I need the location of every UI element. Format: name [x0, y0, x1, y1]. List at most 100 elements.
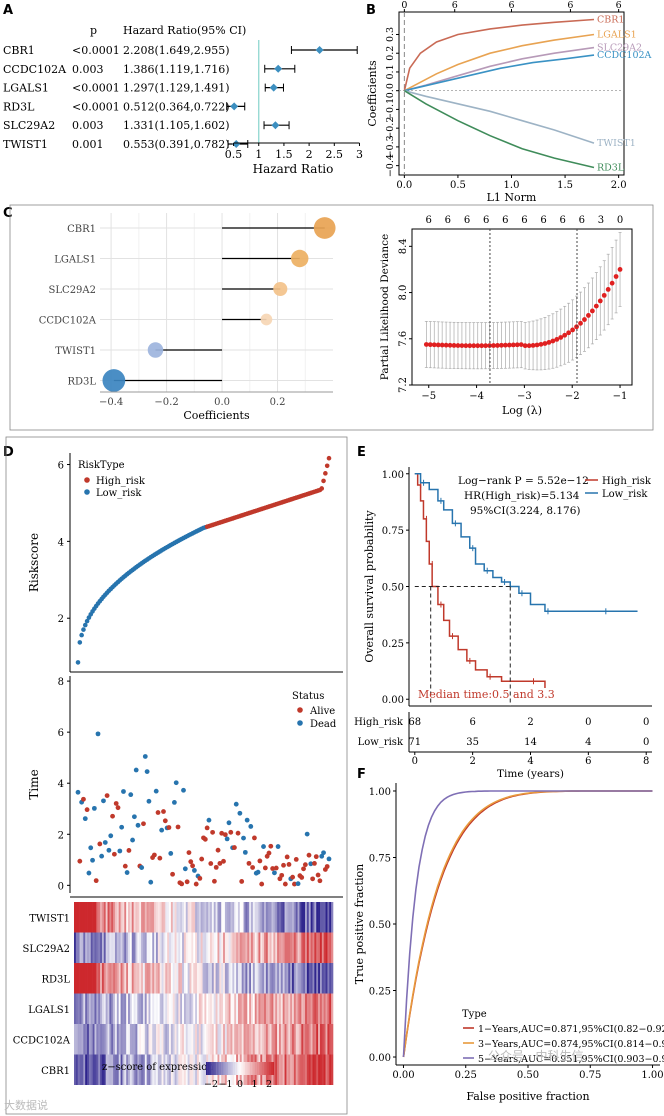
- heatmap-cell: [230, 963, 233, 994]
- heatmap-cell: [301, 993, 304, 1024]
- heatmap-cell: [301, 902, 304, 933]
- heatmap-legend-swatch: [272, 1062, 275, 1075]
- heatmap-cell: [142, 963, 146, 994]
- heatmap-cell: [224, 902, 228, 933]
- heatmap-cell: [308, 993, 311, 1024]
- heatmap-legend-tick: −2: [204, 1079, 218, 1090]
- status-point: [233, 801, 239, 807]
- status-point: [82, 816, 88, 822]
- heatmap-cell: [297, 993, 300, 1024]
- heatmap-cell: [92, 902, 95, 933]
- heatmap-cell: [98, 932, 101, 963]
- status-point: [241, 835, 246, 841]
- heatmap-cell: [273, 993, 276, 1024]
- heatmap-cell: [116, 963, 120, 994]
- status-y-label: Time: [27, 769, 41, 799]
- heatmap-cell: [258, 1024, 261, 1055]
- heatmap-cell: [275, 993, 278, 1024]
- heatmap-cell: [189, 932, 192, 963]
- km-annotation: HR(High_risk)=5.134: [464, 490, 580, 502]
- heatmap-cell: [148, 1024, 151, 1055]
- heatmap-cell: [297, 902, 300, 933]
- heatmap-cell: [237, 902, 241, 933]
- heatmap-cell: [148, 902, 151, 933]
- lasso-y-tick-label: 0.2: [385, 46, 396, 61]
- heatmap-cell: [154, 902, 157, 933]
- lasso-y-tick-label: −0.3: [385, 135, 396, 158]
- heatmap-cell: [290, 1024, 293, 1055]
- heatmap-cell: [321, 1024, 324, 1055]
- heatmap-cell: [260, 963, 263, 994]
- heatmap-cell: [129, 993, 133, 1024]
- heatmap-cell: [85, 1024, 88, 1055]
- heatmap-cell: [318, 1054, 321, 1085]
- heatmap-cell: [286, 1054, 289, 1085]
- panel-label-f: F: [357, 767, 366, 782]
- heatmap-cell: [200, 1024, 203, 1055]
- riskscore-point: [77, 640, 83, 645]
- heatmap-cell: [228, 993, 231, 1024]
- heatmap-cell: [126, 963, 129, 994]
- heatmap-cell: [305, 932, 308, 963]
- heatmap-cell: [234, 902, 237, 933]
- cv-point: [597, 298, 603, 304]
- heatmap-cell: [258, 963, 261, 994]
- lasso-top-tick-label: 6: [508, 0, 514, 11]
- cv-point: [526, 343, 532, 349]
- heatmap-cell: [131, 902, 134, 933]
- heatmap-cell: [170, 993, 174, 1024]
- heatmap-cell: [107, 1054, 110, 1085]
- heatmap-cell: [131, 1024, 134, 1055]
- heatmap-cell: [92, 1054, 95, 1085]
- heatmap-cell: [131, 932, 134, 963]
- cv-point: [582, 317, 587, 322]
- heatmap-cell: [286, 932, 289, 963]
- cv-y-tick-label: 7.6: [398, 331, 409, 347]
- heatmap-cell: [133, 963, 136, 994]
- heatmap-cell: [196, 963, 200, 994]
- heatmap-cell: [96, 932, 99, 963]
- heatmap-cell: [301, 1024, 304, 1055]
- heatmap-cell: [185, 902, 188, 933]
- heatmap-cell: [83, 902, 86, 933]
- roc-legend-label: 5−Years,AUC=0.951,95%CI(0.903−0.999): [478, 1054, 664, 1065]
- heatmap-cell: [195, 993, 198, 1024]
- heatmap-cell: [277, 993, 280, 1024]
- heatmap-cell: [232, 902, 235, 933]
- heatmap-cell: [100, 1054, 103, 1085]
- heatmap-row-label: RD3L: [41, 974, 70, 985]
- heatmap-cell: [144, 963, 147, 994]
- heatmap-cell: [280, 993, 283, 1024]
- cv-point: [586, 313, 591, 318]
- heatmap-cell: [193, 902, 196, 933]
- heatmap-cell: [271, 902, 274, 933]
- status-point: [259, 881, 265, 887]
- status-point: [115, 805, 121, 811]
- heatmap-legend-swatch: [221, 1062, 224, 1075]
- heatmap-cell: [178, 1024, 181, 1055]
- heatmap-cell: [280, 1024, 283, 1055]
- heatmap-cell: [131, 963, 134, 994]
- km-x-tick-label: 2: [469, 756, 475, 767]
- heatmap-cell: [232, 1024, 235, 1055]
- heatmap-cell: [191, 932, 194, 963]
- panel-label-c: C: [3, 206, 13, 221]
- heatmap-legend-swatch: [231, 1062, 234, 1075]
- cv-point: [451, 343, 457, 348]
- heatmap-cell: [223, 932, 226, 963]
- heatmap-cell: [174, 902, 177, 933]
- status-point: [293, 856, 299, 862]
- heatmap-cell: [159, 993, 162, 1024]
- heatmap-cell: [159, 932, 162, 963]
- heatmap-cell: [303, 932, 306, 963]
- heatmap-cell: [200, 1054, 203, 1085]
- heatmap-cell: [239, 963, 242, 994]
- heatmap-cell: [176, 963, 179, 994]
- heatmap-cell: [221, 902, 224, 933]
- heatmap-legend-swatch: [229, 1062, 232, 1075]
- heatmap-cell: [325, 902, 328, 933]
- heatmap-cell: [120, 963, 123, 994]
- status-point: [81, 796, 86, 802]
- heatmap-cell: [241, 963, 244, 994]
- km-curve: [414, 473, 638, 613]
